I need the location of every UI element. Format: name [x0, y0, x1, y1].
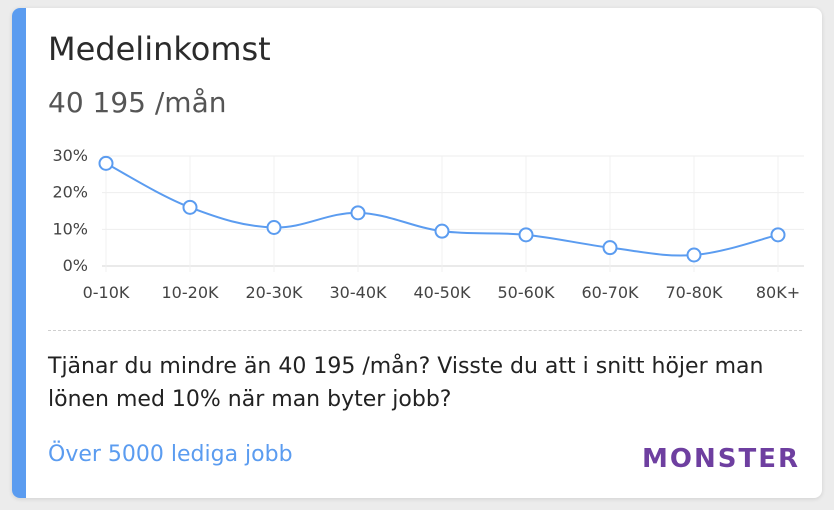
x-tick-label: 50-60K [498, 283, 555, 302]
info-message: Tjänar du mindre än 40 195 /mån? Visste … [48, 354, 764, 412]
income-card: Medelinkomst 40 195 /mån 0% 10% 20% 30% 0-1… [12, 8, 822, 498]
data-point[interactable] [266, 220, 282, 235]
divider [48, 330, 802, 331]
data-point[interactable] [602, 240, 618, 256]
x-tick-label: 30-40K [330, 283, 387, 302]
data-point[interactable] [770, 227, 786, 243]
chart-grid [102, 155, 804, 272]
data-point[interactable] [350, 205, 366, 221]
data-points [98, 155, 786, 263]
y-tick-label: 0% [63, 256, 88, 275]
accent-bar [12, 8, 26, 498]
data-point[interactable] [434, 223, 450, 239]
data-point[interactable] [98, 155, 114, 171]
monster-logo[interactable]: MONSTER [642, 444, 800, 474]
brand-wordmark: MONSTER [642, 444, 800, 474]
x-tick-label: 40-50K [414, 283, 471, 302]
x-tick-label: 80K+ [756, 283, 800, 302]
data-point[interactable] [518, 227, 534, 243]
x-axis-labels: 0-10K 10-20K 20-30K 30-40K 40-50K 50-60K 60-70… [83, 283, 801, 302]
y-tick-label: 30% [52, 146, 88, 165]
y-axis-labels: 0% 10% 20% 30% [52, 146, 88, 275]
x-tick-label: 60-70K [582, 283, 639, 302]
y-tick-label: 10% [52, 219, 88, 238]
income-distribution-chart: 0% 10% 20% 30% 0-10K 10-20K 20-30K 30-40K 40-50… [52, 146, 804, 302]
jobs-link[interactable]: Över 5000 lediga jobb [48, 442, 293, 467]
x-tick-label: 10-20K [162, 283, 219, 302]
x-tick-label: 0-10K [83, 283, 130, 302]
x-tick-label: 20-30K [246, 283, 303, 302]
y-tick-label: 20% [52, 183, 88, 202]
data-point[interactable] [182, 199, 198, 215]
average-income: 40 195 /mån [48, 86, 227, 119]
card-title: Medelinkomst [48, 30, 271, 68]
data-point[interactable] [686, 247, 702, 263]
x-tick-label: 70-80K [666, 283, 723, 302]
